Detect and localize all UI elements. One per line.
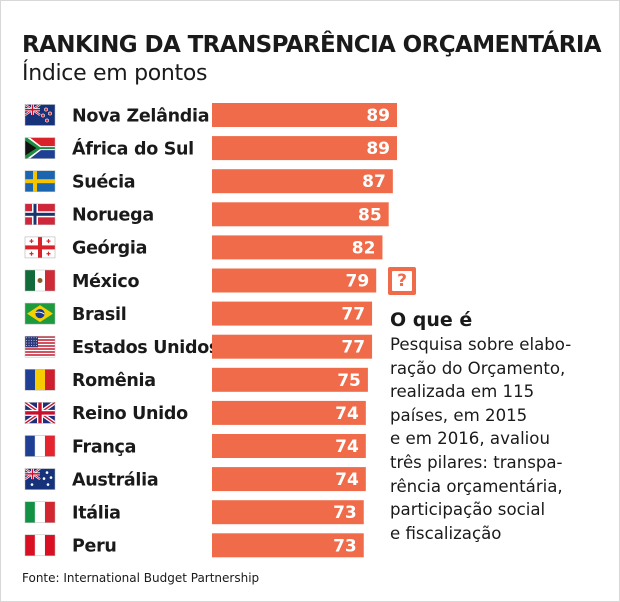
chart-title: RANKING DA TRANSPARÊNCIA ORÇAMENTÁRIA	[22, 32, 602, 58]
info-line: Pesquisa sobre elabo-	[390, 335, 572, 354]
category-label: Austrália	[72, 470, 158, 490]
value-label: 89	[366, 106, 390, 126]
source-note: Fonte: International Budget Partnership	[22, 571, 260, 585]
category-label: Itália	[72, 504, 121, 524]
bar	[212, 434, 366, 458]
info-line: rência orçamentária,	[390, 476, 563, 496]
category-label: Noruega	[72, 206, 154, 226]
info-line: países, em 2015	[390, 405, 528, 425]
georgia-flag-icon	[24, 236, 56, 259]
bar	[212, 169, 393, 194]
value-label: 74	[335, 437, 359, 457]
mexico-flag-icon	[24, 269, 56, 292]
bar	[212, 103, 397, 127]
united-states-flag-icon	[24, 335, 56, 358]
value-label: 82	[352, 238, 376, 258]
category-label: México	[72, 272, 139, 292]
bar	[212, 136, 397, 161]
category-label: França	[72, 437, 136, 457]
category-label: Brasil	[72, 305, 126, 325]
bar	[212, 500, 364, 525]
bar	[212, 202, 389, 227]
question-mark-icon: ?	[388, 267, 416, 295]
south-africa-flag-icon	[24, 137, 56, 159]
bar	[212, 467, 366, 492]
bar	[212, 334, 373, 359]
value-label: 79	[346, 272, 370, 292]
value-label: 75	[337, 371, 361, 391]
chart-subtitle: Índice em pontos	[22, 61, 208, 86]
category-label: África do Sul	[72, 137, 194, 159]
info-body: Pesquisa sobre elabo- ração do Orçamento…	[390, 333, 571, 545]
bar	[212, 400, 366, 425]
category-label: Estados Unidos	[72, 338, 219, 358]
new-zealand-flag-icon	[24, 103, 56, 126]
info-heading: O que é	[390, 309, 473, 331]
info-line: participação social	[390, 500, 546, 520]
value-label: 77	[341, 305, 365, 325]
value-label: 85	[358, 205, 382, 225]
value-label: 73	[333, 536, 357, 556]
peru-flag-icon	[24, 534, 56, 557]
bar	[212, 235, 383, 260]
bar	[212, 533, 364, 558]
france-flag-icon	[24, 435, 56, 457]
value-label: 74	[335, 404, 359, 424]
bar	[212, 301, 373, 326]
sweden-flag-icon	[24, 170, 56, 192]
norway-flag-icon	[24, 203, 56, 226]
info-line: e em 2016, avaliou	[390, 429, 550, 449]
category-label: Geórgia	[72, 239, 147, 259]
info-line: ração do Orçamento,	[390, 358, 566, 378]
australia-flag-icon	[24, 467, 56, 490]
info-line: três pilares: transpa-	[390, 452, 563, 472]
romania-flag-icon	[24, 369, 56, 391]
italy-flag-icon	[24, 501, 56, 523]
category-label: Nova Zelândia	[72, 106, 209, 126]
category-label: Reino Unido	[72, 404, 188, 424]
info-line: realizada em 115	[390, 382, 535, 402]
value-label: 89	[366, 139, 390, 159]
value-label: 87	[362, 172, 386, 192]
value-label: 77	[341, 338, 365, 358]
info-line: e fiscalização	[390, 523, 502, 543]
value-label: 73	[333, 503, 357, 523]
category-label: Romênia	[72, 371, 156, 391]
united-kingdom-flag-icon	[23, 400, 57, 426]
bar	[212, 268, 377, 293]
value-label: 74	[335, 470, 359, 490]
category-label: Suécia	[72, 173, 135, 193]
category-label: Peru	[72, 537, 117, 557]
brazil-flag-icon	[24, 302, 56, 325]
bar	[212, 367, 368, 392]
